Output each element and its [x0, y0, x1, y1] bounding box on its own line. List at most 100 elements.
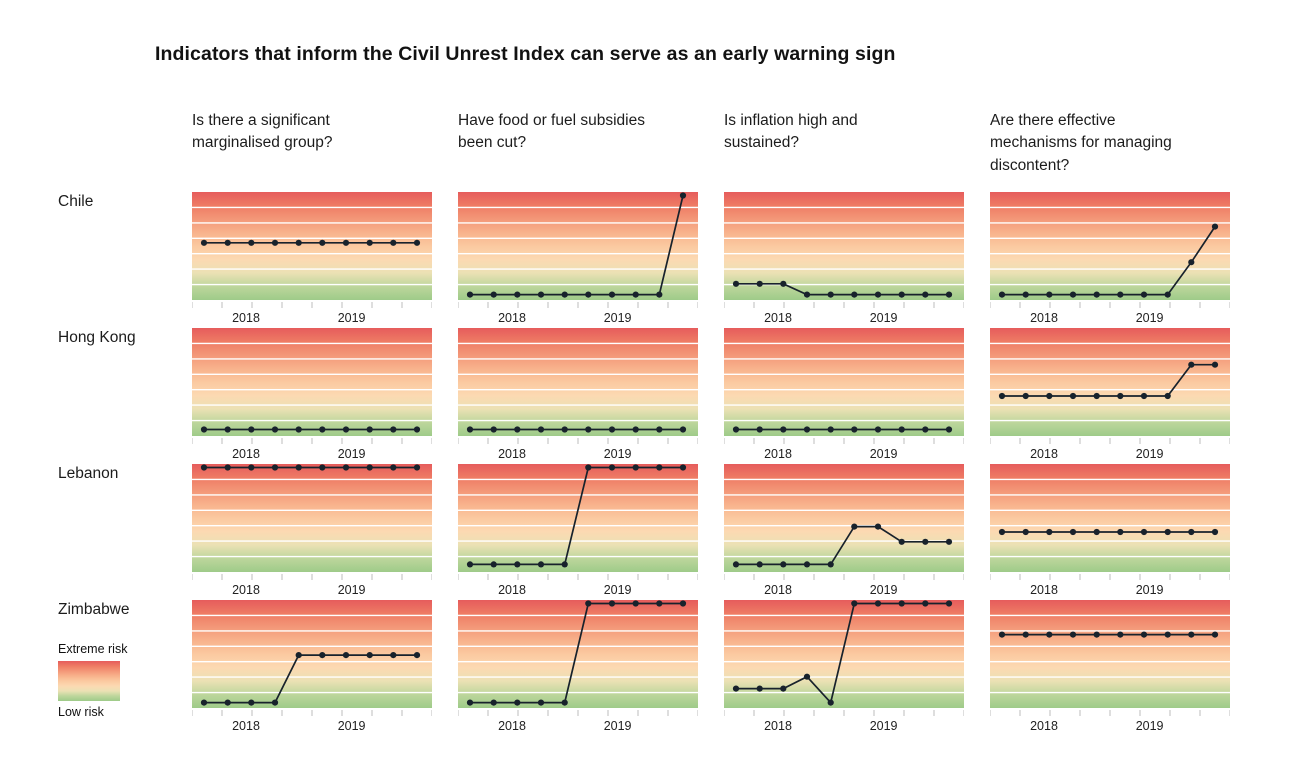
data-point — [632, 464, 639, 471]
risk-chart: 2018 2019 — [457, 328, 699, 461]
chart-cell-chile-q4: 2018 2019 — [989, 192, 1231, 328]
data-point — [922, 538, 929, 545]
data-line — [1002, 363, 1215, 397]
row-label-zimbabwe: Zimbabwe — [58, 601, 130, 618]
data-point — [851, 523, 858, 530]
data-point — [1117, 528, 1124, 536]
data-point — [1211, 223, 1219, 230]
data-point — [945, 291, 953, 298]
data-point — [945, 600, 953, 607]
data-point — [1164, 291, 1171, 298]
data-point — [998, 392, 1006, 400]
data-point — [271, 699, 279, 706]
x-axis-year-label: 2018 — [498, 447, 526, 461]
data-point — [922, 426, 929, 433]
data-point — [271, 464, 279, 471]
data-point — [295, 426, 302, 433]
risk-gradient-background — [724, 192, 964, 300]
x-axis-year-label: 2018 — [764, 719, 792, 733]
data-point — [851, 600, 858, 607]
chart-cell-zimbabwe-q1: 2018 2019 — [191, 600, 433, 736]
x-axis-year-label: 2019 — [870, 311, 898, 325]
data-point — [271, 239, 279, 246]
data-point — [1046, 631, 1053, 638]
data-point — [803, 291, 811, 298]
risk-chart: 2018 2019 — [723, 192, 965, 325]
data-point — [537, 561, 545, 568]
data-point — [1164, 631, 1171, 638]
data-point — [1211, 528, 1219, 536]
chart-cell-chile-q1: 2018 2019 — [191, 192, 433, 328]
data-point — [490, 699, 497, 706]
data-point — [679, 192, 687, 199]
column-header-3: Is inflation high and sustained? — [724, 112, 858, 152]
x-axis-year-label: 2019 — [604, 719, 632, 733]
data-line — [470, 195, 684, 296]
data-point — [1117, 392, 1124, 400]
data-point — [319, 239, 326, 246]
data-line — [736, 602, 949, 705]
data-point — [898, 538, 905, 545]
x-axis-year-label: 2019 — [338, 719, 366, 733]
data-point — [466, 291, 474, 298]
data-point — [874, 523, 882, 530]
data-point — [224, 426, 231, 433]
row-label-lebanon: Lebanon — [58, 465, 119, 482]
data-point — [248, 239, 255, 246]
data-point — [922, 291, 929, 298]
data-point — [390, 426, 397, 433]
data-point — [585, 464, 592, 471]
x-axis-year-label: 2018 — [232, 311, 260, 325]
x-axis-year-label: 2018 — [764, 583, 792, 597]
data-point — [390, 652, 397, 659]
chart-cell-lebanon-q2: 2018 2019 — [457, 464, 699, 600]
x-axis-year-label: 2019 — [604, 447, 632, 461]
data-point — [608, 600, 616, 607]
data-point — [342, 464, 350, 471]
risk-legend: Extreme risk Low risk — [58, 642, 127, 719]
data-point — [366, 426, 373, 433]
risk-gradient-background — [990, 600, 1230, 708]
data-point — [679, 464, 687, 471]
risk-chart: 2018 2019 — [457, 192, 699, 325]
risk-gradient-background — [724, 328, 964, 436]
risk-chart: 2018 2019 — [989, 328, 1231, 461]
x-axis-year-label: 2018 — [1030, 583, 1058, 597]
risk-gradient-background — [724, 600, 964, 708]
data-point — [1069, 528, 1077, 536]
legend-extreme-risk-label: Extreme risk — [58, 642, 128, 656]
page-title: Indicators that inform the Civil Unrest … — [155, 43, 896, 66]
data-point — [945, 426, 953, 433]
data-point — [342, 652, 350, 659]
x-axis-year-label: 2018 — [764, 447, 792, 461]
data-point — [1069, 291, 1077, 298]
data-point — [295, 652, 302, 659]
data-point — [319, 464, 326, 471]
data-point — [1211, 631, 1219, 638]
data-point — [466, 699, 474, 706]
x-axis-year-label: 2018 — [498, 719, 526, 733]
data-point — [851, 291, 858, 298]
data-point — [656, 426, 663, 433]
data-point — [561, 699, 568, 706]
data-point — [803, 426, 811, 433]
column-header-2: Have food or fuel subsidies been cut? — [458, 112, 645, 152]
data-point — [248, 699, 255, 706]
data-point — [1117, 291, 1124, 298]
chart-cell-lebanon-q1: 2018 2019 — [191, 464, 433, 600]
risk-chart: 2018 2019 — [723, 464, 965, 597]
data-point — [514, 699, 521, 706]
data-point — [922, 600, 929, 607]
data-line — [470, 466, 683, 566]
data-point — [780, 426, 787, 433]
data-point — [632, 426, 639, 433]
data-point — [466, 561, 474, 568]
data-point — [679, 600, 687, 607]
data-point — [998, 631, 1006, 638]
data-point — [1022, 392, 1029, 400]
x-axis-year-label: 2019 — [870, 719, 898, 733]
data-point — [248, 426, 255, 433]
chart-cell-hong-kong-q2: 2018 2019 — [457, 328, 699, 464]
data-point — [874, 600, 882, 607]
data-point — [1093, 392, 1100, 400]
